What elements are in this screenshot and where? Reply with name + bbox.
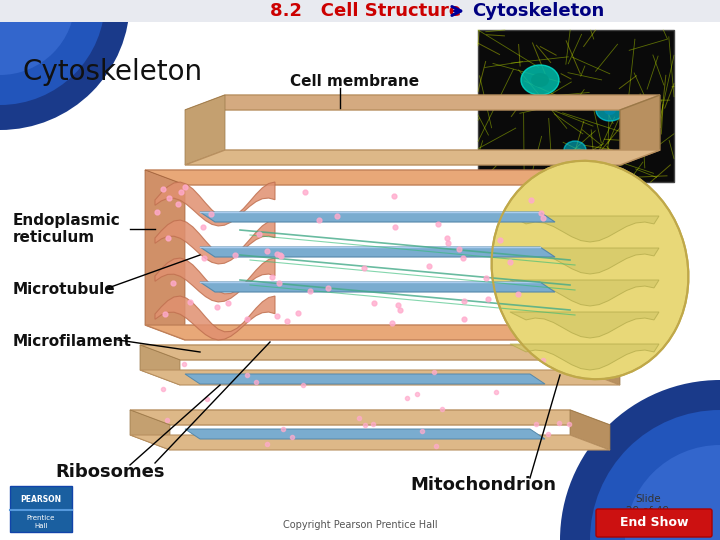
Polygon shape [185, 429, 545, 439]
Polygon shape [130, 410, 170, 450]
Polygon shape [510, 248, 659, 274]
Text: reticulum: reticulum [13, 230, 95, 245]
Text: Microfilament: Microfilament [13, 334, 132, 349]
Text: Endoplasmic: Endoplasmic [13, 213, 121, 227]
Polygon shape [580, 345, 620, 385]
Polygon shape [620, 95, 660, 165]
Text: Copyright Pearson Prentice Hall: Copyright Pearson Prentice Hall [283, 520, 437, 530]
Text: 8.2   Cell Structure: 8.2 Cell Structure [270, 2, 461, 20]
Text: End Show: End Show [620, 516, 688, 530]
FancyBboxPatch shape [596, 509, 712, 537]
Polygon shape [585, 170, 625, 340]
Polygon shape [510, 280, 659, 306]
Text: Ribosomes: Ribosomes [55, 463, 164, 481]
Bar [478, 30, 674, 182]
Polygon shape [185, 374, 545, 384]
Polygon shape [145, 170, 625, 185]
Polygon shape [200, 247, 555, 257]
Wedge shape [625, 445, 720, 540]
Text: Cytoskeleton: Cytoskeleton [22, 58, 202, 86]
Ellipse shape [521, 65, 559, 95]
Polygon shape [185, 95, 660, 110]
Ellipse shape [531, 73, 549, 87]
Polygon shape [510, 344, 659, 370]
Polygon shape [145, 170, 185, 340]
Polygon shape [510, 312, 659, 338]
Text: Cytoskeleton: Cytoskeleton [472, 2, 604, 20]
Text: Hall: Hall [35, 523, 48, 529]
Polygon shape [200, 212, 555, 222]
Polygon shape [155, 220, 275, 264]
Text: Slide
29 of 49: Slide 29 of 49 [626, 494, 670, 516]
Wedge shape [0, 0, 75, 75]
Wedge shape [590, 410, 720, 540]
Text: Microtubule: Microtubule [13, 282, 116, 298]
Ellipse shape [596, 99, 624, 121]
Polygon shape [570, 410, 610, 450]
Polygon shape [155, 296, 275, 340]
Text: Mitochondrion: Mitochondrion [410, 476, 556, 494]
Polygon shape [510, 216, 659, 242]
Wedge shape [0, 0, 130, 130]
Bar [10, 486, 72, 532]
Polygon shape [185, 150, 660, 165]
Ellipse shape [492, 161, 688, 379]
Text: PEARSON: PEARSON [20, 496, 62, 504]
Ellipse shape [604, 105, 616, 115]
Polygon shape [140, 345, 180, 385]
Text: Cell membrane: Cell membrane [290, 75, 419, 90]
Polygon shape [155, 258, 275, 302]
Polygon shape [130, 435, 610, 450]
Polygon shape [140, 370, 620, 385]
Polygon shape [145, 325, 625, 340]
Polygon shape [155, 182, 275, 226]
Wedge shape [0, 0, 105, 105]
Polygon shape [185, 95, 225, 165]
Polygon shape [140, 345, 620, 360]
Ellipse shape [564, 141, 586, 159]
Text: Prentice: Prentice [27, 515, 55, 521]
Polygon shape [130, 410, 610, 425]
Wedge shape [560, 380, 720, 540]
Polygon shape [200, 282, 555, 292]
Bar [0, 0, 720, 22]
